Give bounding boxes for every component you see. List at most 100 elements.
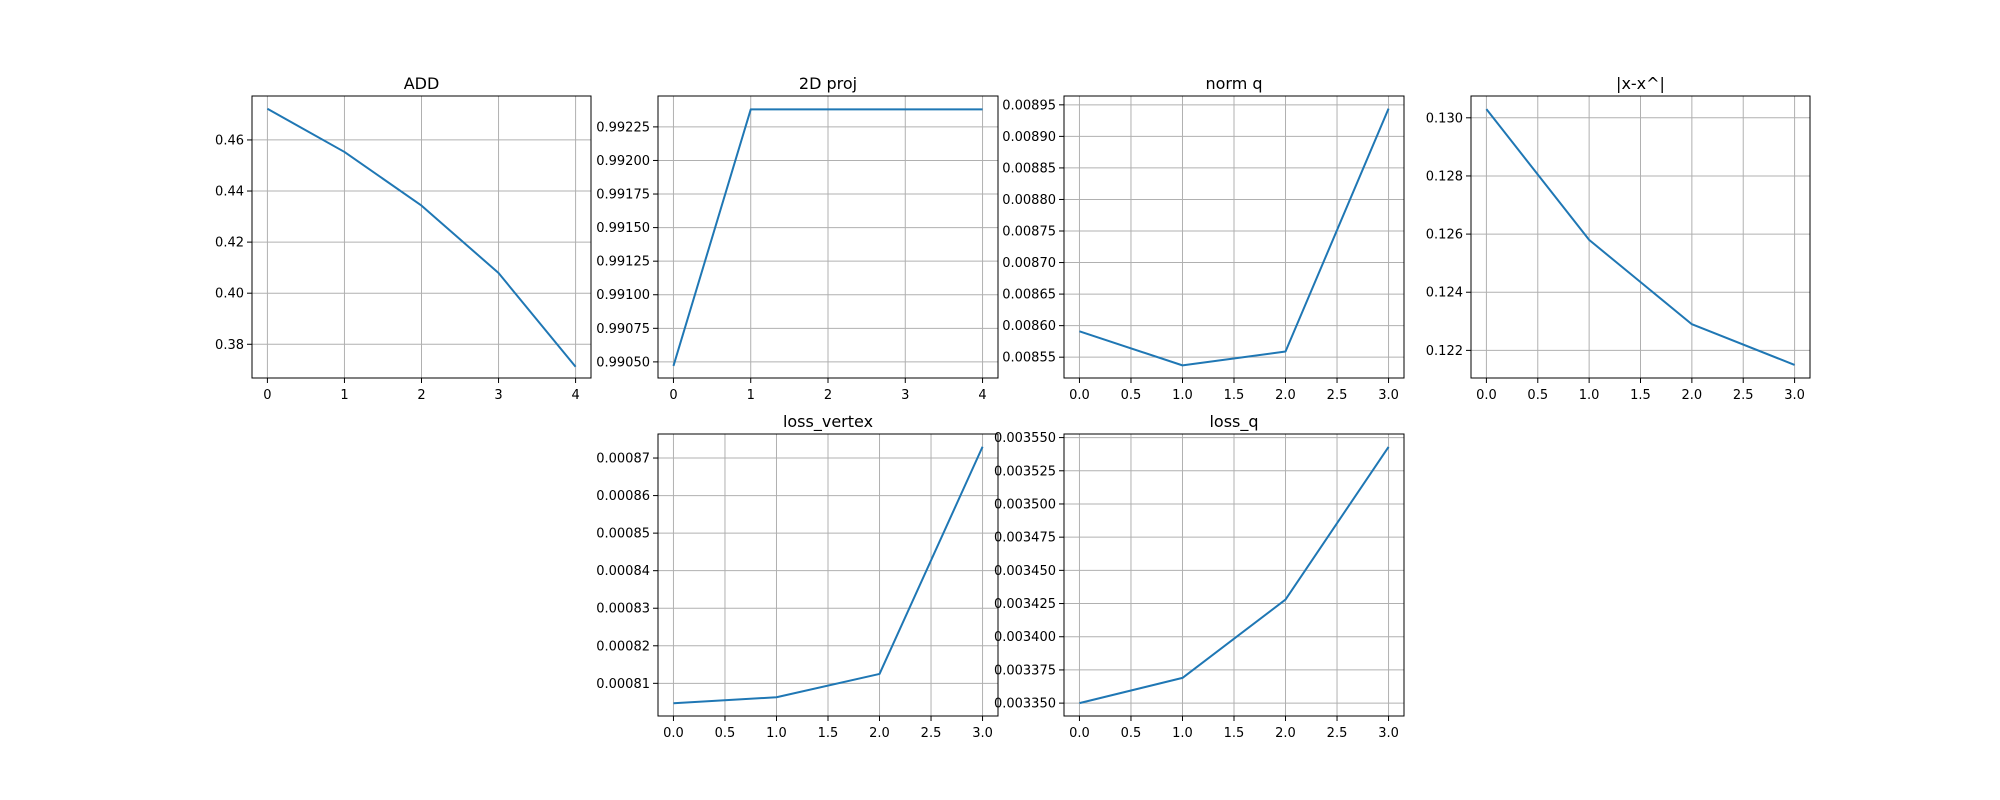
x-tick-label: 2.5 — [921, 726, 942, 741]
subplot-title: |x-x^| — [1616, 74, 1665, 93]
y-tick-label: 0.124 — [1426, 286, 1463, 301]
x-tick-label: 1.0 — [1172, 388, 1193, 403]
x-tick-label: 3.0 — [1784, 388, 1805, 403]
y-tick-label: 0.003375 — [994, 663, 1056, 678]
x-tick-label: 1.5 — [1224, 388, 1245, 403]
series-line — [672, 108, 983, 367]
x-tick-label: 3.0 — [1378, 726, 1399, 741]
series-line — [266, 107, 577, 368]
subplot-title: norm q — [1205, 74, 1262, 93]
y-tick-label: 0.00885 — [1002, 161, 1056, 176]
x-tick-label: 1.0 — [766, 726, 787, 741]
x-tick-label: 1 — [747, 388, 755, 403]
y-tick-label: 0.99175 — [596, 188, 650, 203]
y-tick-label: 0.003500 — [994, 497, 1056, 512]
x-tick-label: 0.0 — [1069, 726, 1090, 741]
series-line — [673, 446, 984, 705]
x-tick-label: 3 — [901, 388, 909, 403]
x-tick-label: 3.0 — [1378, 388, 1399, 403]
y-tick-label: 0.00865 — [1002, 288, 1056, 303]
x-tick-label: 2.5 — [1327, 726, 1348, 741]
series-line — [1079, 446, 1390, 705]
x-tick-label: 2 — [824, 388, 832, 403]
y-tick-label: 0.40 — [215, 287, 244, 302]
y-tick-label: 0.99150 — [596, 221, 650, 236]
x-tick-label: 1.5 — [1224, 726, 1245, 741]
x-tick-label: 0.0 — [1069, 388, 1090, 403]
subplot-0: 0 1 2 3 4 0.38 0.40 0.42 0.44 0.46 ADD — [215, 74, 592, 403]
y-tick-label: 0.00085 — [596, 527, 650, 542]
y-tick-label: 0.99225 — [596, 120, 650, 135]
x-tick-label: 2.0 — [1275, 726, 1296, 741]
x-tick-label: 1 — [340, 388, 348, 403]
y-tick-label: 0.00860 — [1002, 319, 1056, 334]
x-tick-label: 1.0 — [1579, 388, 1600, 403]
subplot-1: 0 1 2 3 4 0.99050 0.99075 0.99100 0.99125 0.99150… — [596, 74, 999, 403]
x-tick-label: 2.5 — [1733, 388, 1754, 403]
x-tick-label: 4 — [978, 388, 986, 403]
series-line — [1485, 108, 1795, 366]
x-tick-label: 2.5 — [1327, 388, 1348, 403]
x-tick-label: 0 — [669, 388, 677, 403]
y-tick-label: 0.00890 — [1002, 130, 1056, 145]
y-tick-label: 0.122 — [1426, 344, 1463, 359]
y-tick-label: 0.00870 — [1002, 256, 1056, 271]
x-tick-label: 1.5 — [818, 726, 839, 741]
x-tick-label: 3 — [494, 388, 502, 403]
y-tick-label: 0.00086 — [596, 489, 650, 504]
y-tick-label: 0.003425 — [994, 597, 1056, 612]
y-tick-label: 0.99075 — [596, 322, 650, 337]
y-tick-label: 0.99050 — [596, 355, 650, 370]
subplot-2: 0.0 0.5 1.0 1.5 2.0 2.5 3.0 0.00855 0.00860 0.008… — [1002, 74, 1405, 403]
x-tick-label: 4 — [571, 388, 579, 403]
y-tick-label: 0.00880 — [1002, 193, 1056, 208]
y-tick-label: 0.42 — [215, 236, 244, 251]
subplot-4: 0.0 0.5 1.0 1.5 2.0 2.5 3.0 0.00081 0.00082 0.000… — [596, 412, 999, 741]
y-tick-label: 0.00081 — [596, 677, 650, 692]
x-tick-label: 0.0 — [663, 726, 684, 741]
x-tick-label: 2.0 — [869, 726, 890, 741]
x-tick-label: 0.5 — [1527, 388, 1548, 403]
y-tick-label: 0.003525 — [994, 464, 1056, 479]
subplot-title: ADD — [404, 74, 440, 93]
y-tick-label: 0.00855 — [1002, 351, 1056, 366]
y-tick-label: 0.99100 — [596, 288, 650, 303]
y-tick-label: 0.44 — [215, 185, 244, 200]
series-line — [1079, 108, 1390, 367]
subplot-3: 0.0 0.5 1.0 1.5 2.0 2.5 3.0 0.122 0.124 0.126 0.12… — [1426, 74, 1811, 403]
y-tick-label: 0.00082 — [596, 639, 650, 654]
x-tick-label: 1.0 — [1172, 726, 1193, 741]
y-tick-label: 0.00083 — [596, 602, 650, 617]
y-tick-label: 0.99200 — [596, 154, 650, 169]
x-tick-label: 0 — [263, 388, 271, 403]
x-tick-label: 3.0 — [972, 726, 993, 741]
x-tick-label: 2.0 — [1682, 388, 1703, 403]
y-tick-label: 0.128 — [1426, 169, 1463, 184]
y-tick-label: 0.003550 — [994, 431, 1056, 446]
y-tick-label: 0.00895 — [1002, 98, 1056, 113]
y-tick-label: 0.00087 — [596, 452, 650, 467]
x-tick-label: 0.5 — [715, 726, 736, 741]
y-tick-label: 0.130 — [1426, 111, 1463, 126]
y-tick-label: 0.003450 — [994, 564, 1056, 579]
subplot-title: loss_vertex — [783, 412, 873, 432]
y-tick-label: 0.126 — [1426, 228, 1463, 243]
y-tick-label: 0.003400 — [994, 630, 1056, 645]
x-tick-label: 1.5 — [1630, 388, 1651, 403]
y-tick-label: 0.00875 — [1002, 225, 1056, 240]
x-tick-label: 0.5 — [1121, 388, 1142, 403]
y-tick-label: 0.003475 — [994, 531, 1056, 546]
subplot-title: 2D proj — [799, 74, 857, 93]
x-tick-label: 0.0 — [1476, 388, 1497, 403]
y-tick-label: 0.46 — [215, 133, 244, 148]
y-tick-label: 0.003350 — [994, 697, 1056, 712]
subplot-5: 0.0 0.5 1.0 1.5 2.0 2.5 3.0 0.003350 0.003375 0.0… — [994, 412, 1405, 741]
x-tick-label: 0.5 — [1121, 726, 1142, 741]
y-tick-label: 0.38 — [215, 338, 244, 353]
y-tick-label: 0.99125 — [596, 255, 650, 270]
y-tick-label: 0.00084 — [596, 564, 650, 579]
subplot-title: loss_q — [1209, 412, 1258, 432]
x-tick-label: 2.0 — [1275, 388, 1296, 403]
x-tick-label: 2 — [417, 388, 425, 403]
